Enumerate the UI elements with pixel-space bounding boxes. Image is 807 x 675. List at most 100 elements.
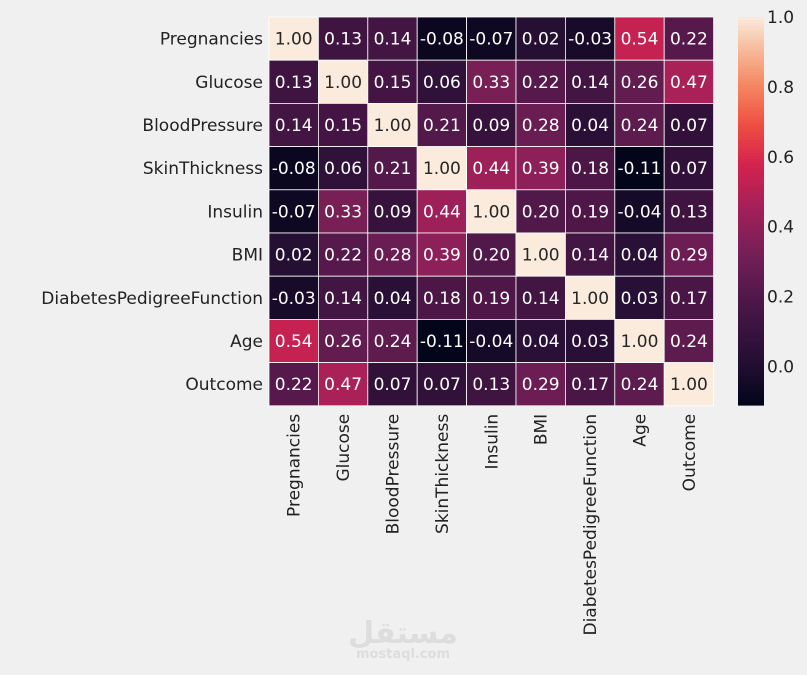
cell-value-label: 0.21 xyxy=(374,159,412,179)
colorbar-segment xyxy=(738,130,764,134)
colorbar-segment xyxy=(738,152,764,157)
colorbar-segment xyxy=(738,143,764,147)
heatmap-annotations: 1.00 0.13 0.14 -0.08 -0.07 0.02 -0.03 0.54 0.220… xyxy=(272,30,708,396)
cell-value-label: 0.17 xyxy=(670,289,708,309)
heatmap-cell-outcome-skinthickness xyxy=(416,362,468,407)
cell-value-label: 0.28 xyxy=(374,246,412,266)
cell-value-label: 0.14 xyxy=(324,289,362,309)
y-tick-label: Glucose xyxy=(195,73,263,93)
y-tick-label: BloodPressure xyxy=(142,116,263,136)
colorbar-segment xyxy=(738,23,764,28)
cell-value-label: 0.24 xyxy=(670,332,708,352)
colorbar-segment xyxy=(738,382,764,387)
heatmap-cell-glucose-outcome xyxy=(663,59,715,104)
heatmap-cell-skinthickness-glucose xyxy=(317,146,369,191)
colorbar-segment xyxy=(738,78,764,83)
colorbar-segment xyxy=(738,256,764,261)
heatmap-cell-age-bmi xyxy=(515,318,566,363)
heatmap-cell-insulin-skinthickness xyxy=(416,189,468,234)
heatmap-cell-bmi-glucose xyxy=(317,232,369,277)
colorbar-segment xyxy=(738,133,764,138)
cell-value-label: 0.17 xyxy=(571,375,609,395)
heatmap-cell-bmi-insulin xyxy=(466,232,517,277)
colorbar-segment xyxy=(738,298,764,303)
heatmap-cell-age-insulin xyxy=(466,318,517,363)
colorbar-segment xyxy=(738,337,764,341)
cell-value-label: 0.13 xyxy=(472,375,510,395)
cell-value-label: 0.22 xyxy=(670,30,708,50)
x-tick-label: DiabetesPedigreeFunction xyxy=(581,414,601,636)
colorbar-segment xyxy=(738,81,764,86)
heatmap-cell-bloodpressure-skinthickness xyxy=(416,103,468,148)
cell-value-label: 0.44 xyxy=(423,202,461,222)
colorbar-segment xyxy=(738,246,764,251)
heatmap-cell-glucose-bloodpressure xyxy=(367,59,418,104)
colorbar-segment xyxy=(738,240,764,244)
colorbar-segment xyxy=(738,269,764,274)
cell-value-label: 0.04 xyxy=(522,332,560,352)
colorbar-segment xyxy=(738,304,764,309)
heatmap-cell-outcome-diabetespedigreefunction xyxy=(565,362,616,407)
cell-value-label: 0.21 xyxy=(423,116,461,136)
cell-value-label: 0.28 xyxy=(522,116,560,136)
colorbar-segment xyxy=(738,211,764,215)
cell-value-label: 0.22 xyxy=(275,375,313,395)
colorbar-segment xyxy=(738,392,764,396)
colorbar-segment xyxy=(738,217,764,222)
x-tick-label: Pregnancies xyxy=(285,414,305,517)
cell-value-label: 0.04 xyxy=(571,116,609,136)
cell-value-label: 0.24 xyxy=(374,332,412,352)
colorbar-segment xyxy=(738,136,764,141)
cell-value-label: -0.08 xyxy=(420,30,464,50)
heatmap-cell-bmi-bloodpressure xyxy=(367,232,418,277)
heatmap-cell-glucose-age xyxy=(614,59,665,104)
x-tick-label: SkinThickness xyxy=(433,414,453,534)
cell-value-label: 0.20 xyxy=(472,246,510,266)
colorbar-segment xyxy=(738,262,764,267)
cell-value-label: 0.14 xyxy=(374,30,412,50)
colorbar-segment xyxy=(738,123,764,128)
cell-value-label: -0.03 xyxy=(272,289,316,309)
cell-value-label: -0.04 xyxy=(618,202,662,222)
heatmap-cells xyxy=(268,16,715,407)
colorbar-segment xyxy=(738,101,764,105)
cell-value-label: 0.24 xyxy=(621,116,659,136)
cell-value-label: 1.00 xyxy=(423,159,461,179)
x-tick-label: Age xyxy=(631,414,651,447)
cell-value-label: 0.14 xyxy=(275,116,313,136)
colorbar-segment xyxy=(738,379,764,383)
y-tick-label: Pregnancies xyxy=(160,30,263,50)
cell-value-label: 0.03 xyxy=(621,289,659,309)
colorbar-segment xyxy=(738,159,764,164)
cell-value-label: 0.06 xyxy=(423,73,461,93)
colorbar-segment xyxy=(738,362,764,367)
heatmap-cell-age-bloodpressure xyxy=(367,318,418,363)
colorbar-segment xyxy=(738,156,764,160)
heatmap-cell-bloodpressure-outcome xyxy=(663,103,715,148)
colorbar-segment xyxy=(738,343,764,348)
cell-value-label: 0.18 xyxy=(423,289,461,309)
heatmap-cell-outcome-insulin xyxy=(466,362,517,407)
cell-value-label: -0.03 xyxy=(568,30,612,50)
x-tick-label: Insulin xyxy=(482,414,502,470)
colorbar-segment xyxy=(738,401,764,406)
colorbar-segment xyxy=(738,29,764,34)
colorbar-segment xyxy=(738,97,764,102)
heatmap-cell-insulin-diabetespedigreefunction xyxy=(565,189,616,234)
colorbar-segment xyxy=(738,17,764,21)
colorbar-segment xyxy=(738,188,764,193)
heatmap-cell-insulin-bmi xyxy=(515,189,566,234)
colorbar-tick-label: 0.8 xyxy=(767,78,794,98)
colorbar-segment xyxy=(738,110,764,115)
cell-value-label: 1.00 xyxy=(621,332,659,352)
heatmap-cell-age-diabetespedigreefunction xyxy=(565,318,616,363)
cell-value-label: 0.14 xyxy=(571,73,609,93)
y-tick-label: Age xyxy=(230,332,263,352)
y-tick-label: SkinThickness xyxy=(143,159,263,179)
cell-value-label: 0.39 xyxy=(522,159,560,179)
x-tick-label: Glucose xyxy=(334,414,354,482)
heatmap-cell-pregnancies-age xyxy=(614,16,665,61)
colorbar-segment xyxy=(738,33,764,37)
colorbar-segment xyxy=(738,311,764,316)
cell-value-label: 0.24 xyxy=(621,375,659,395)
